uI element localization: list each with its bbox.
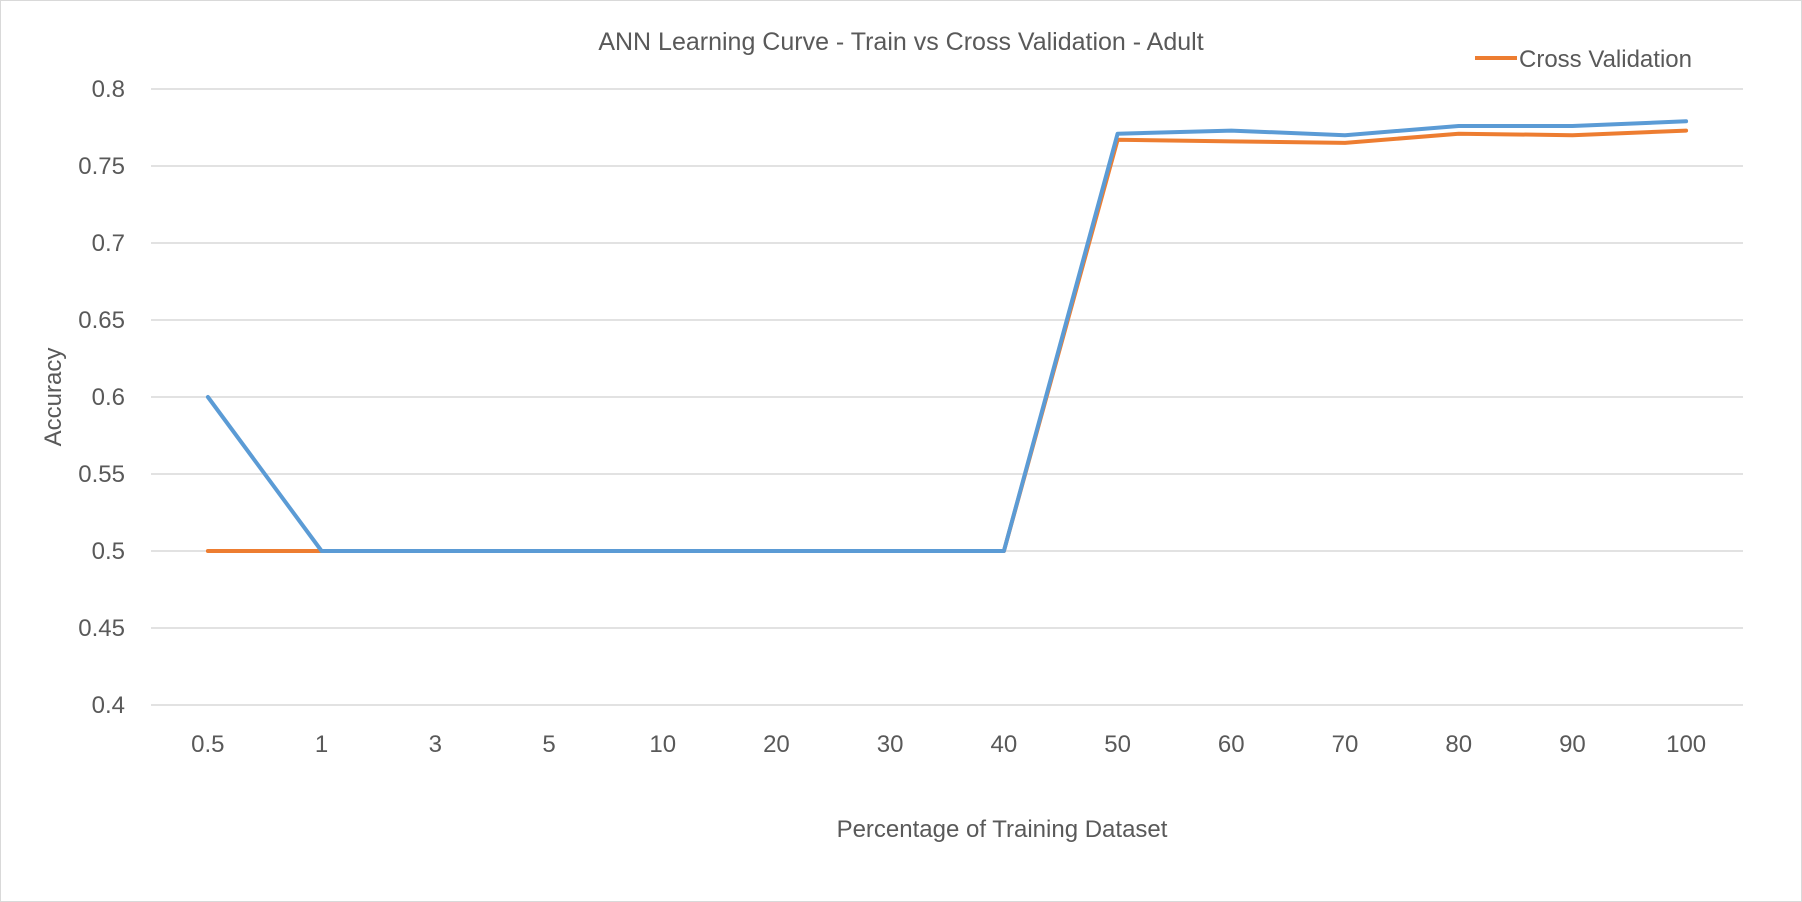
x-tick-label: 0.5 (191, 731, 224, 758)
y-axis-label: Accuracy (40, 348, 67, 447)
y-axis-ticks: 0.4 0.45 0.5 0.55 0.6 0.65 0.7 0.75 0.8 (78, 76, 125, 719)
x-tick-label: 40 (991, 731, 1018, 758)
x-tick-label: 100 (1666, 731, 1706, 758)
x-tick-label: 10 (649, 731, 676, 758)
gridlines (151, 88, 1743, 706)
legend-label-cross-validation: Cross Validation (1519, 46, 1692, 73)
y-tick-label: 0.65 (78, 307, 125, 334)
x-tick-label: 30 (877, 731, 904, 758)
x-tick-label: 60 (1218, 731, 1245, 758)
x-tick-label: 3 (429, 731, 442, 758)
y-tick-label: 0.55 (78, 461, 125, 488)
x-tick-label: 70 (1332, 731, 1359, 758)
y-tick-label: 0.4 (92, 692, 125, 719)
chart-title: ANN Learning Curve - Train vs Cross Vali… (598, 28, 1203, 56)
series-line-cross-validation (205, 128, 1689, 553)
x-tick-label: 90 (1559, 731, 1586, 758)
x-tick-label: 50 (1104, 731, 1131, 758)
y-tick-label: 0.6 (92, 384, 125, 411)
y-tick-label: 0.75 (78, 153, 125, 180)
y-tick-label: 0.8 (92, 76, 125, 103)
y-tick-label: 0.7 (92, 230, 125, 257)
series-line-train (205, 119, 1689, 553)
series-lines (205, 119, 1689, 553)
x-tick-label: 20 (763, 731, 790, 758)
x-tick-label: 5 (542, 731, 555, 758)
x-axis-label: Percentage of Training Dataset (837, 816, 1168, 843)
y-tick-label: 0.45 (78, 615, 125, 642)
x-tick-label: 80 (1445, 731, 1472, 758)
x-axis-ticks: 0.5 1 3 5 10 20 30 40 50 60 70 80 90 100 (191, 731, 1706, 758)
y-tick-label: 0.5 (92, 538, 125, 565)
legend: Cross Validation (1475, 46, 1692, 73)
x-tick-label: 1 (315, 731, 328, 758)
